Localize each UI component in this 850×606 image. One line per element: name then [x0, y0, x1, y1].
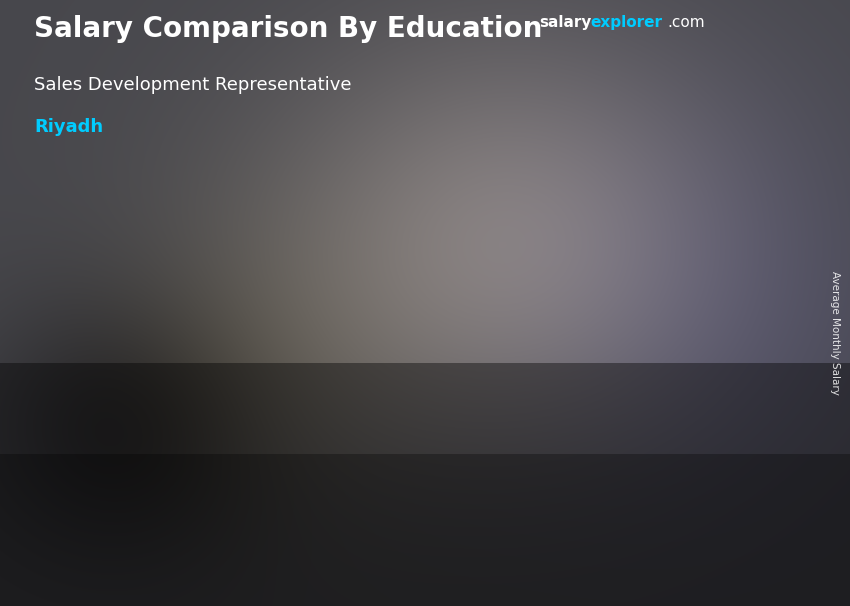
Bar: [157, 348, 210, 500]
Bar: [157, 348, 162, 500]
Text: Riyadh: Riyadh: [34, 118, 103, 136]
Text: Bachelor's
Degree: Bachelor's Degree: [600, 509, 680, 541]
Bar: [382, 283, 386, 500]
Text: .com: .com: [667, 15, 705, 30]
Bar: [606, 200, 610, 500]
Text: High School: High School: [145, 509, 236, 524]
FancyArrowPatch shape: [192, 247, 411, 340]
Text: 9,980 SAR: 9,980 SAR: [149, 322, 234, 337]
Polygon shape: [659, 188, 673, 500]
Text: +38%: +38%: [492, 179, 564, 199]
Text: لا إله إلا الله: لا إله إلا الله: [663, 78, 727, 87]
Text: Average Monthly Salary: Average Monthly Salary: [830, 271, 840, 395]
Polygon shape: [434, 275, 449, 500]
Text: salary: salary: [540, 15, 592, 30]
Bar: [606, 200, 659, 500]
FancyArrowPatch shape: [416, 167, 636, 272]
Text: +43%: +43%: [249, 261, 320, 281]
Polygon shape: [157, 343, 224, 348]
Text: Sales Development Representative: Sales Development Representative: [34, 76, 352, 94]
Text: 19,800 SAR: 19,800 SAR: [592, 167, 688, 182]
Text: 14,300 SAR: 14,300 SAR: [368, 253, 463, 268]
Polygon shape: [382, 275, 449, 283]
Text: explorer: explorer: [591, 15, 663, 30]
Polygon shape: [210, 343, 224, 500]
Polygon shape: [606, 188, 673, 200]
Text: Salary Comparison By Education: Salary Comparison By Education: [34, 15, 542, 43]
Text: Certificate or
Diploma: Certificate or Diploma: [366, 509, 466, 541]
Bar: [382, 283, 434, 500]
